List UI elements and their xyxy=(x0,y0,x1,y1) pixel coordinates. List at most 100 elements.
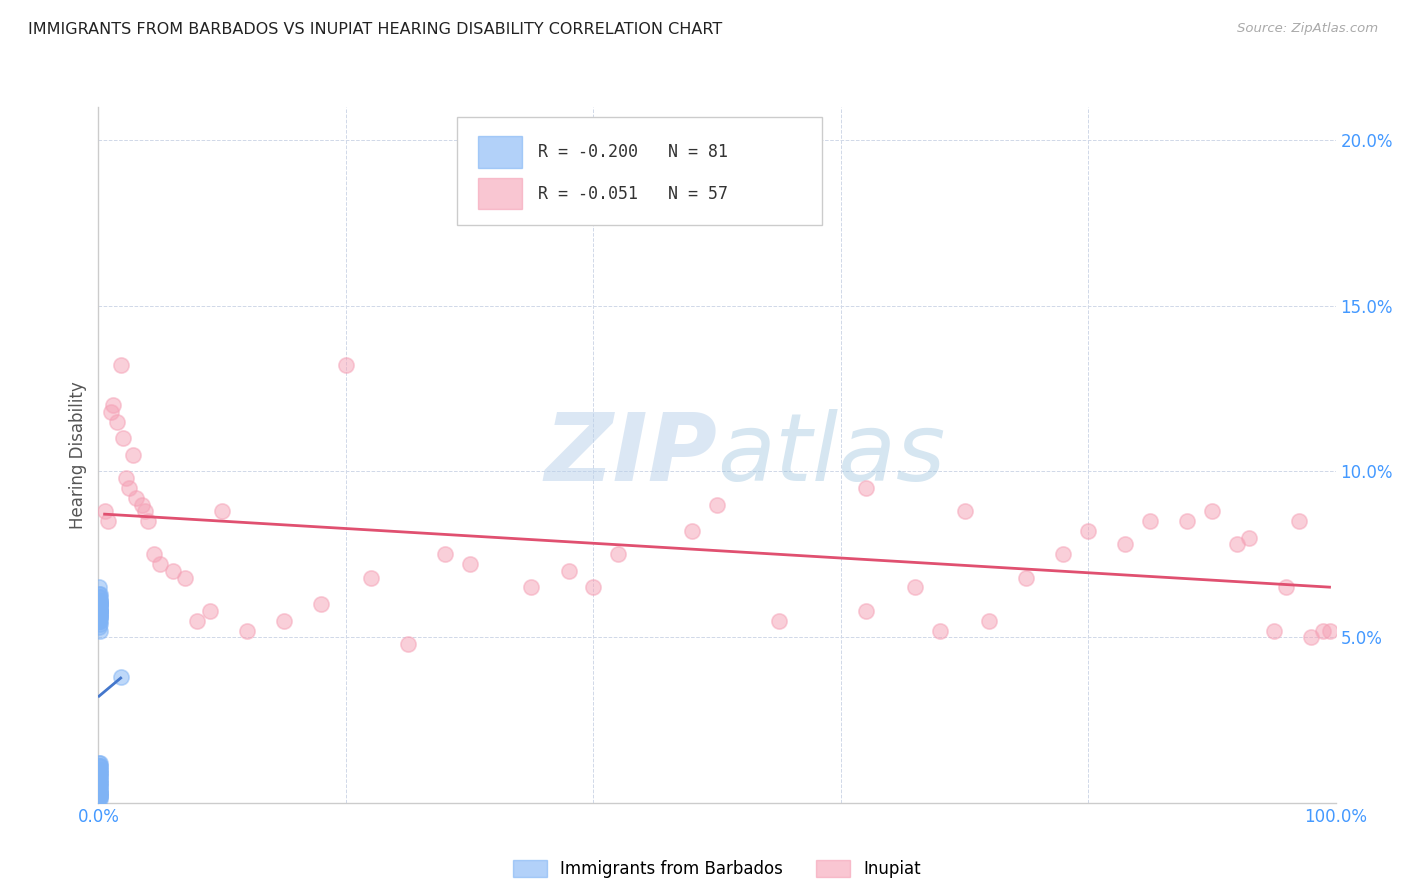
Point xyxy=(458,558,481,572)
Point xyxy=(582,581,605,595)
Point xyxy=(89,587,111,601)
Point xyxy=(360,570,382,584)
Point xyxy=(100,405,122,419)
Point xyxy=(273,614,295,628)
Point xyxy=(89,763,111,777)
Point xyxy=(89,763,111,777)
Point xyxy=(89,597,111,611)
Point xyxy=(236,624,259,638)
Point xyxy=(105,415,128,429)
Point xyxy=(1052,547,1074,561)
Point xyxy=(89,766,111,780)
Point xyxy=(1288,514,1310,528)
Point xyxy=(89,614,111,628)
Point xyxy=(89,610,111,624)
Point xyxy=(89,756,111,770)
Point xyxy=(89,772,111,787)
Point xyxy=(89,593,111,607)
Point xyxy=(89,600,111,615)
Point xyxy=(89,593,111,607)
Point xyxy=(1201,504,1223,518)
Point xyxy=(1312,624,1334,638)
Point xyxy=(89,756,111,770)
Point xyxy=(89,614,111,628)
Point xyxy=(103,398,125,412)
Point xyxy=(89,614,111,628)
Text: Source: ZipAtlas.com: Source: ZipAtlas.com xyxy=(1237,22,1378,36)
Point xyxy=(89,591,111,605)
Point xyxy=(87,614,110,628)
Point xyxy=(162,564,184,578)
Point xyxy=(89,779,111,793)
Point xyxy=(681,524,703,538)
Point xyxy=(89,600,111,615)
Point xyxy=(118,481,141,495)
Point xyxy=(953,504,976,518)
Point xyxy=(211,504,233,518)
Point xyxy=(89,581,111,595)
FancyBboxPatch shape xyxy=(457,118,823,226)
Point xyxy=(1319,624,1341,638)
Point xyxy=(112,431,135,445)
Point xyxy=(89,776,111,790)
Point xyxy=(1299,630,1322,644)
Point xyxy=(706,498,728,512)
Point xyxy=(557,564,579,578)
Point xyxy=(89,610,111,624)
Point xyxy=(89,789,111,804)
Point xyxy=(89,607,111,621)
Point xyxy=(89,769,111,783)
Point xyxy=(433,547,456,561)
Point xyxy=(89,782,111,797)
Point xyxy=(89,610,111,624)
Point xyxy=(89,782,111,797)
Point xyxy=(89,604,111,618)
Point xyxy=(89,616,111,631)
Point xyxy=(396,637,419,651)
Point xyxy=(89,593,111,607)
Point xyxy=(89,624,111,638)
Point xyxy=(174,570,197,584)
Point xyxy=(89,759,111,773)
Point xyxy=(89,607,111,621)
Point xyxy=(89,792,111,806)
Point xyxy=(89,786,111,800)
Point xyxy=(89,597,111,611)
Point xyxy=(114,471,136,485)
Point xyxy=(89,779,111,793)
Point xyxy=(110,359,132,373)
Point xyxy=(89,792,111,806)
Point xyxy=(1237,531,1260,545)
Point xyxy=(186,614,208,628)
Point xyxy=(87,620,110,634)
Point xyxy=(89,604,111,618)
Point xyxy=(89,597,111,611)
Point xyxy=(89,759,111,773)
Point xyxy=(520,581,543,595)
FancyBboxPatch shape xyxy=(478,136,522,168)
Point xyxy=(89,786,111,800)
Point xyxy=(89,593,111,607)
Point xyxy=(89,789,111,804)
Point xyxy=(110,670,132,684)
Point xyxy=(89,766,111,780)
Point xyxy=(89,766,111,780)
Point xyxy=(136,514,159,528)
Point xyxy=(89,782,111,797)
Point xyxy=(149,558,172,572)
Point xyxy=(122,448,145,462)
Point xyxy=(89,597,111,611)
Point xyxy=(1015,570,1038,584)
Point xyxy=(89,772,111,787)
Point xyxy=(89,604,111,618)
Point xyxy=(89,604,111,618)
Point xyxy=(89,782,111,797)
Point xyxy=(89,591,111,605)
Point xyxy=(89,776,111,790)
Point xyxy=(89,786,111,800)
Point xyxy=(89,776,111,790)
Point xyxy=(97,514,120,528)
Point xyxy=(89,772,111,787)
Point xyxy=(87,769,110,783)
Text: R = -0.200   N = 81: R = -0.200 N = 81 xyxy=(537,144,728,161)
